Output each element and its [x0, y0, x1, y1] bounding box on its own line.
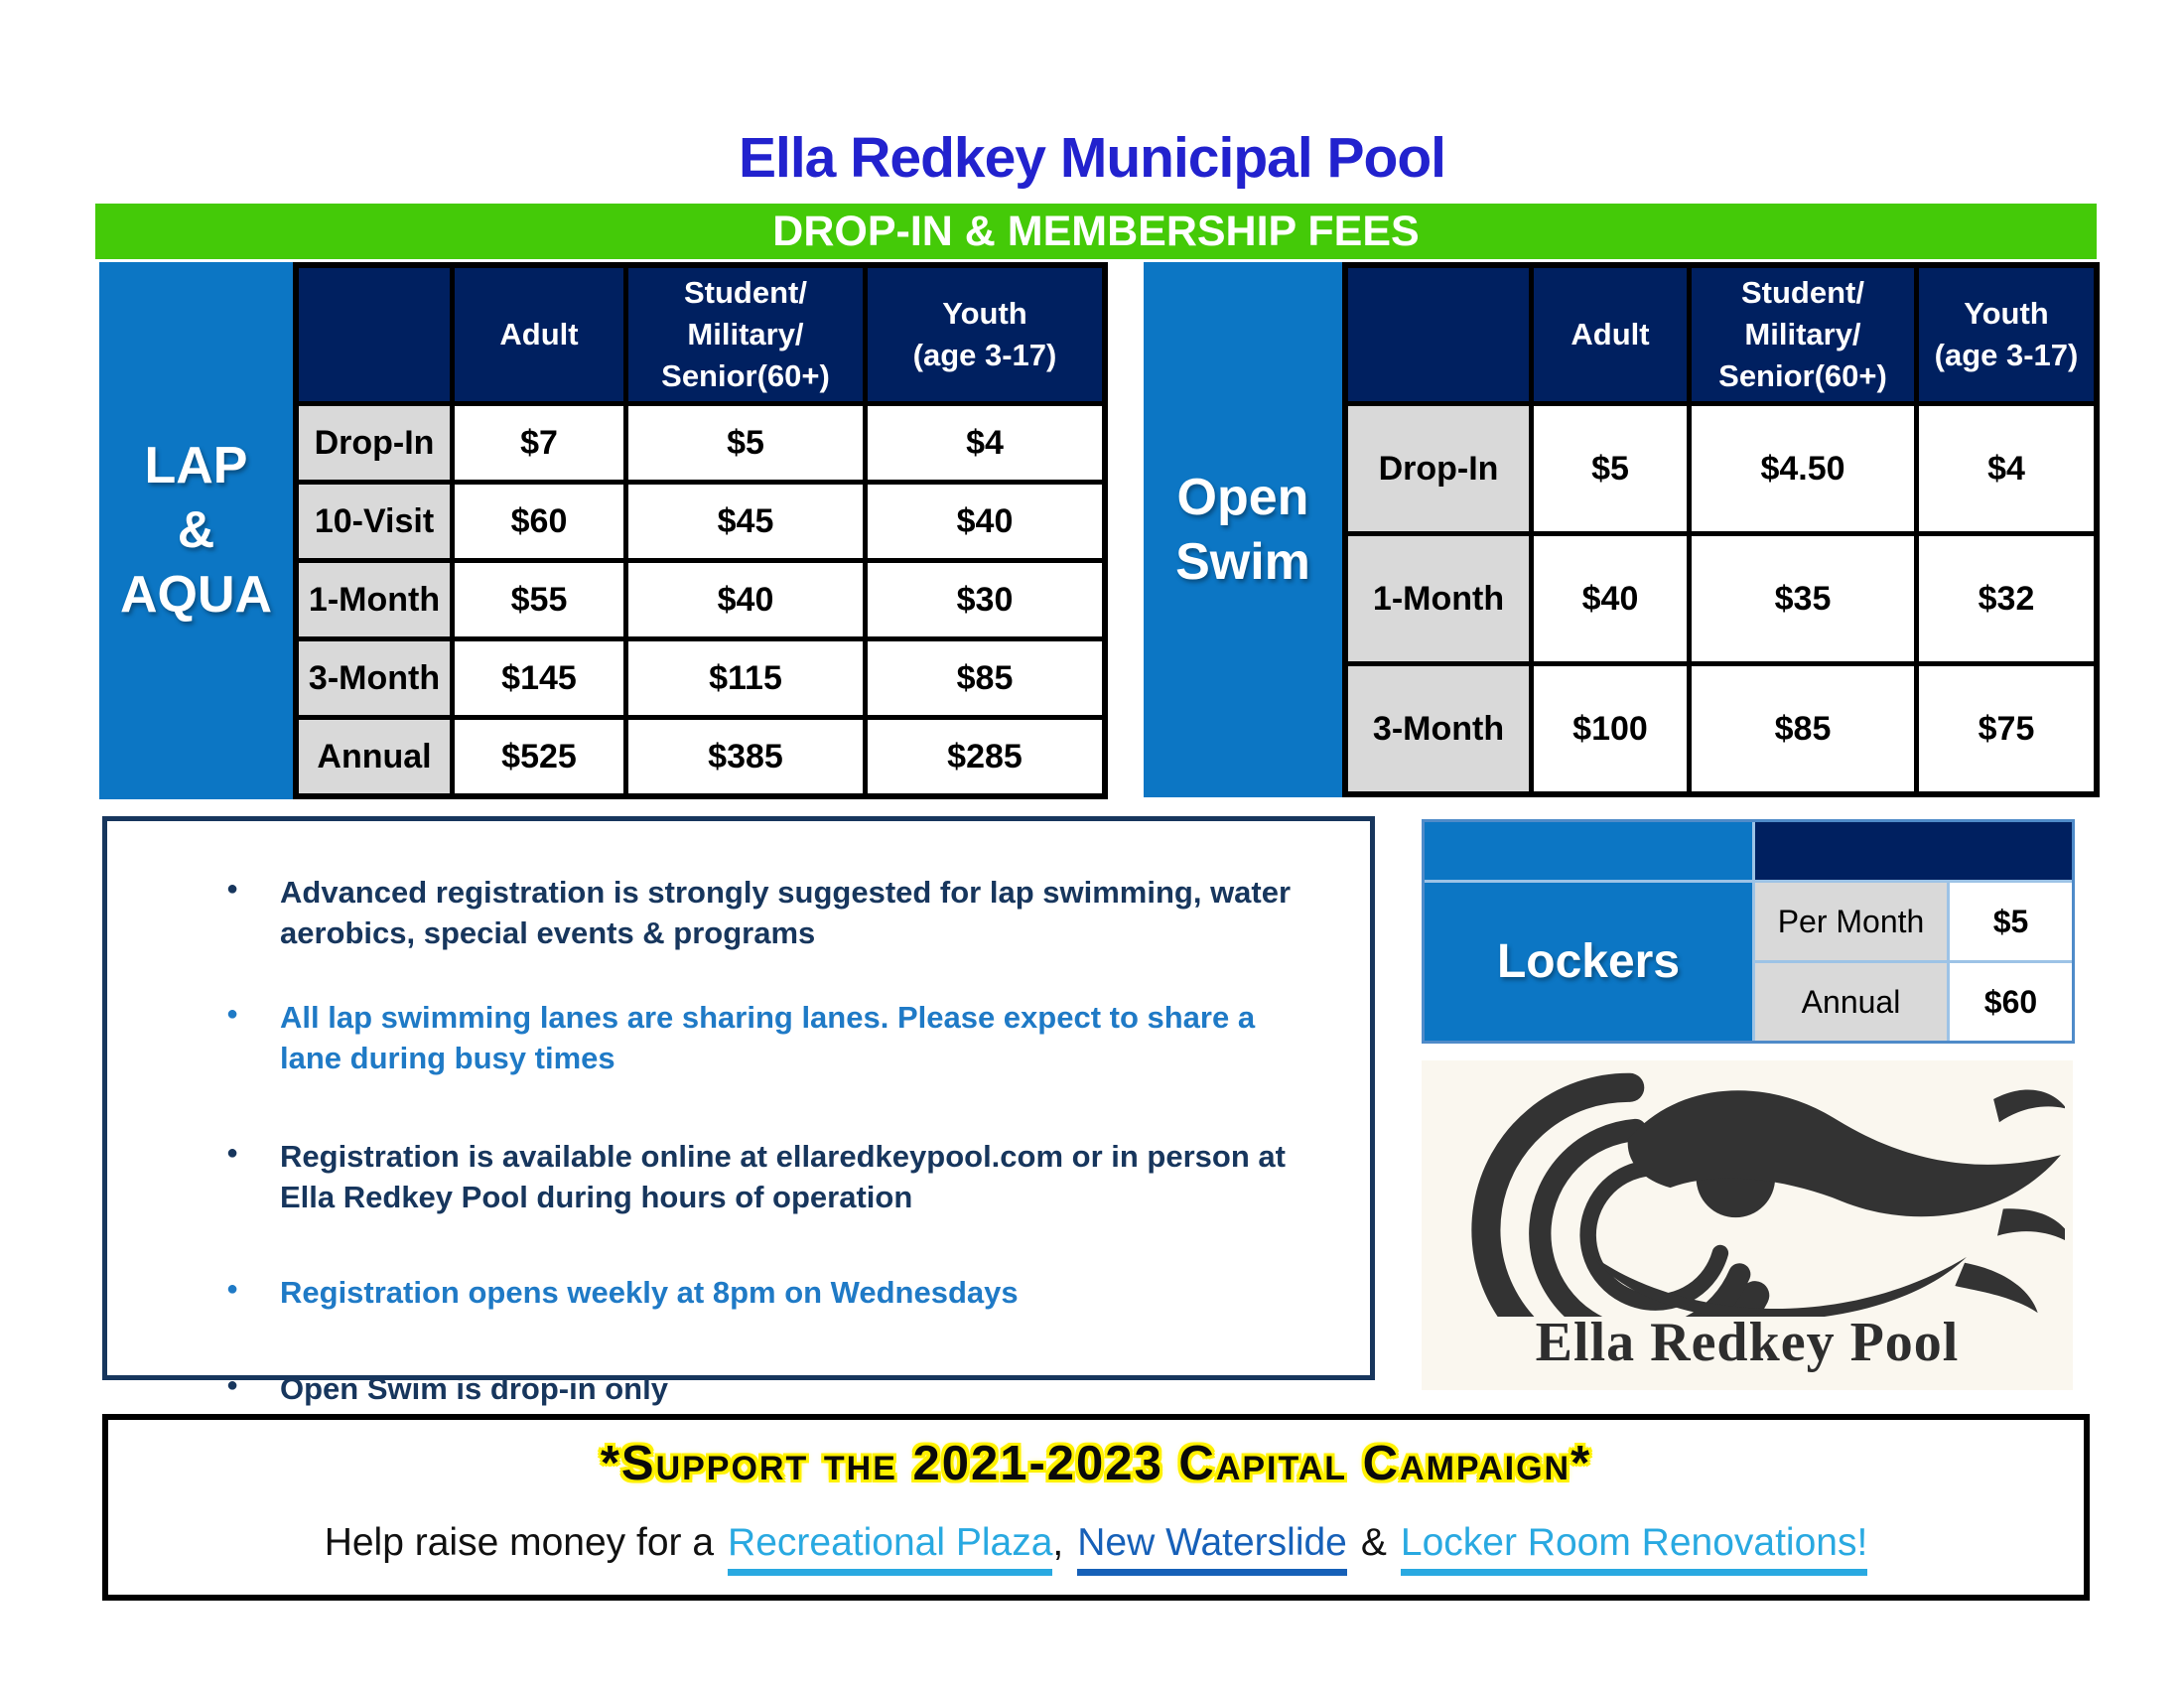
separator-comma: , — [1052, 1521, 1064, 1564]
row-label: 1-Month — [299, 563, 450, 636]
row-label: Drop-In — [299, 406, 450, 480]
fee-value: $40 — [628, 563, 863, 636]
note-item: All lap swimming lanes are sharing lanes… — [224, 998, 1310, 1079]
pool-logo: Ella Redkey Pool — [1422, 1060, 2073, 1390]
fee-value: $4 — [868, 406, 1102, 480]
lockers-fee-table: Lockers Per Month $5 Annual $60 — [1422, 819, 2075, 1044]
column-header-youth: Youth (age 3-17) — [868, 268, 1102, 401]
fee-value: $40 — [1534, 536, 1687, 661]
row-label: 1-Month — [1348, 536, 1529, 661]
row-label: Annual — [1755, 963, 1947, 1041]
notes-list: Advanced registration is strongly sugges… — [107, 821, 1370, 1410]
page-title: Ella Redkey Municipal Pool — [738, 126, 1446, 190]
fee-value: $5 — [1534, 406, 1687, 531]
logo-caption: Ella Redkey Pool — [1535, 1312, 1960, 1373]
note-item: Advanced registration is strongly sugges… — [224, 873, 1310, 954]
column-header-student: Student/ Military/ Senior(60+) — [628, 268, 863, 401]
fee-value: $40 — [868, 485, 1102, 558]
capital-campaign-box: *Support the 2021-2023 Capital Campaign*… — [102, 1414, 2090, 1601]
fee-value: $5 — [628, 406, 863, 480]
swimmer-waves-icon — [1471, 1072, 2065, 1317]
locker-room-renovations-link[interactable]: Locker Room Renovations! — [1400, 1521, 1868, 1576]
fee-value: $525 — [455, 720, 623, 793]
lockers-header-cell — [1755, 822, 2072, 880]
fee-value: $4.50 — [1692, 406, 1914, 531]
open-swim-fee-table: Open Swim Adult Student/ Military/ Senio… — [1144, 262, 2100, 797]
column-header-adult: Adult — [1534, 268, 1687, 401]
fee-value: $100 — [1534, 666, 1687, 791]
fee-value: $385 — [628, 720, 863, 793]
fee-value: $55 — [455, 563, 623, 636]
lap-aqua-side-label: LAP & AQUA — [99, 262, 293, 799]
lap-aqua-fee-table: LAP & AQUA Adult Student/ Military/ Seni… — [99, 262, 1108, 799]
row-label: 10-Visit — [299, 485, 450, 558]
fee-value: $60 — [455, 485, 623, 558]
new-waterslide-link[interactable]: New Waterslide — [1077, 1521, 1347, 1576]
fee-value: $32 — [1919, 536, 2094, 661]
note-item: Registration is available online at ella… — [224, 1137, 1310, 1218]
fee-value: $5 — [1950, 883, 2072, 960]
column-header-adult: Adult — [455, 268, 623, 401]
column-header-student: Student/ Military/ Senior(60+) — [1692, 268, 1914, 401]
registration-notes-box: Advanced registration is strongly sugges… — [102, 816, 1375, 1406]
row-label: Annual — [299, 720, 450, 793]
row-label: 3-Month — [1348, 666, 1529, 791]
fee-value: $85 — [868, 641, 1102, 715]
separator-ampersand: & — [1360, 1521, 1387, 1564]
campaign-subline: Help raise money for a Recreational Plaza… — [108, 1521, 2084, 1576]
header-spacer-cell — [1348, 268, 1529, 401]
recreational-plaza-link[interactable]: Recreational Plaza — [728, 1521, 1053, 1576]
campaign-headline: *Support the 2021-2023 Capital Campaign* — [600, 1437, 1592, 1490]
lockers-title: Lockers — [1425, 883, 1752, 1041]
open-swim-side-label: Open Swim — [1144, 262, 1342, 797]
fees-banner: DROP-IN & MEMBERSHIP FEES — [95, 204, 2097, 259]
fee-value: $75 — [1919, 666, 2094, 791]
fee-value: $85 — [1692, 666, 1914, 791]
lockers-spacer-cell — [1425, 822, 1752, 880]
note-item: Open Swim is drop-in only — [224, 1369, 1310, 1410]
fee-value: $4 — [1919, 406, 2094, 531]
lap-aqua-grid: Adult Student/ Military/ Senior(60+) You… — [293, 262, 1108, 799]
fee-value: $285 — [868, 720, 1102, 793]
note-item: Registration opens weekly at 8pm on Wedn… — [224, 1273, 1310, 1314]
row-label: Drop-In — [1348, 406, 1529, 531]
fee-value: $60 — [1950, 963, 2072, 1041]
row-label: Per Month — [1755, 883, 1947, 960]
fee-value: $115 — [628, 641, 863, 715]
fee-value: $30 — [868, 563, 1102, 636]
open-swim-grid: Adult Student/ Military/ Senior(60+) You… — [1342, 262, 2100, 797]
fee-value: $145 — [455, 641, 623, 715]
header-spacer-cell — [299, 268, 450, 401]
fee-value: $7 — [455, 406, 623, 480]
row-label: 3-Month — [299, 641, 450, 715]
column-header-youth: Youth (age 3-17) — [1919, 268, 2094, 401]
campaign-lead-text: Help raise money for a — [324, 1521, 715, 1564]
fee-value: $45 — [628, 485, 863, 558]
fee-value: $35 — [1692, 536, 1914, 661]
